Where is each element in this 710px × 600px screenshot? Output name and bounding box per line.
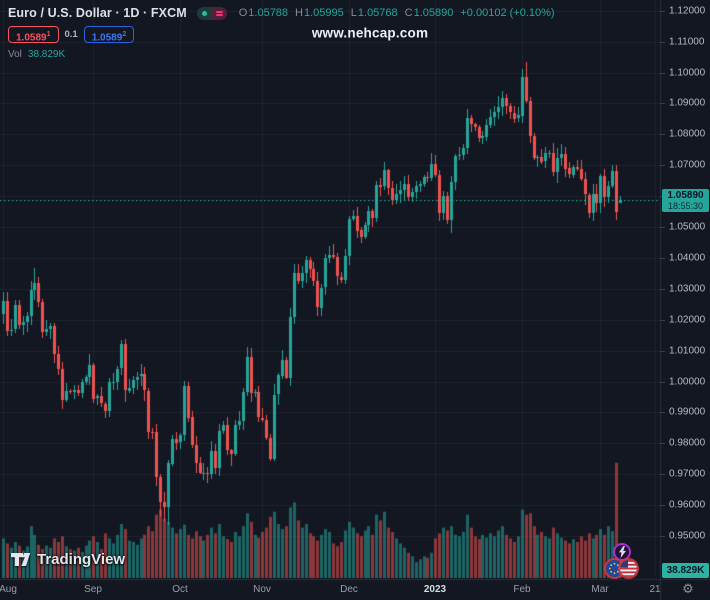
price-axis[interactable]: 1.12000 1.11000 1.10000 1.09000 1.08000 1.070…: [660, 0, 710, 578]
price-tick-label: 1.09000: [669, 97, 706, 109]
tradingview-logo[interactable]: TradingView: [10, 551, 125, 568]
price-tick-label: 1.03000: [669, 283, 706, 295]
price-tick-label: 0.95000: [669, 530, 706, 542]
price-tick-mark: [660, 505, 665, 506]
us-flag-icon: [620, 560, 637, 577]
volume-legend-row: Vol 38.829K: [8, 47, 555, 61]
open-value: 1.05788: [248, 7, 289, 19]
price-tick-mark: [660, 103, 665, 104]
spread-value: 0.1: [64, 28, 78, 40]
price-tick-label: 1.08000: [669, 128, 706, 140]
close-value: 1.05890: [413, 7, 454, 19]
high-value: 1.05995: [304, 7, 344, 19]
price-tick-mark: [660, 165, 665, 166]
price-tick-mark: [660, 258, 665, 259]
price-tick-mark: [660, 73, 665, 74]
open-label: O: [238, 7, 248, 19]
price-tick-mark: [660, 42, 665, 43]
time-tick-label-feb: Feb: [513, 584, 531, 595]
time-tick-label-mar: Mar: [591, 584, 609, 595]
price-tick-mark: [660, 320, 665, 321]
price-tick-mark: [660, 536, 665, 537]
bid-ask-row: 1.05891 0.1 1.05892: [8, 25, 555, 43]
volume-value: 38.829K: [27, 48, 66, 60]
price-tick-label: 1.10000: [669, 67, 706, 78]
pink-menu-icon: [211, 6, 227, 20]
legend-row-title: Euro / U.S. Dollar · 1D · FXCM O 1.05788 …: [8, 4, 555, 22]
gear-icon[interactable]: ⚙: [682, 582, 694, 597]
currency-pair-logos: [606, 560, 640, 578]
last-price-badge: 1.05890 18:55:30: [662, 189, 709, 212]
bar-countdown: 18:55:30: [667, 200, 704, 211]
time-tick-label-sep: Sep: [84, 584, 102, 595]
price-tick-mark: [660, 227, 665, 228]
volume-label: Vol: [8, 48, 22, 60]
time-tick-label-21: 21: [649, 584, 661, 595]
volume-axis-badge: 38.829K: [662, 563, 709, 578]
high-label: H: [295, 7, 303, 19]
price-tick-label: 1.02000: [669, 314, 706, 326]
price-tick-mark: [660, 443, 665, 444]
time-axis[interactable]: Aug Sep Oct Nov Dec 2023 Feb Mar 21: [0, 580, 710, 600]
market-open-dot-icon: [196, 6, 212, 20]
close-label: C: [404, 7, 413, 19]
watermark-text: www.nehcap.com: [311, 25, 429, 41]
chart-legend: Euro / U.S. Dollar · 1D · FXCM O 1.05788 …: [8, 4, 555, 61]
symbol-title[interactable]: Euro / U.S. Dollar · 1D · FXCM: [8, 6, 187, 20]
low-value: 1.05768: [357, 7, 398, 19]
price-tick-mark: [660, 382, 665, 383]
boost-lightning-icon[interactable]: [613, 543, 631, 561]
price-tick-label: 1.01000: [669, 345, 706, 357]
eu-flag-icon: [606, 560, 623, 577]
price-tick-mark: [660, 474, 665, 475]
last-price-value: 1.05890: [667, 189, 704, 201]
sell-button[interactable]: 1.05891: [8, 25, 59, 43]
time-tick-label-2023: 2023: [423, 584, 447, 595]
time-tick-label-oct: Oct: [172, 584, 188, 595]
time-tick-label-aug: Aug: [0, 584, 17, 595]
low-label: L: [350, 7, 357, 19]
tradingview-logo-icon: [11, 553, 31, 566]
change-value: +0.00102 (+0.10%): [460, 7, 555, 19]
price-tick-mark: [660, 289, 665, 290]
price-tick-label: 1.07000: [669, 159, 706, 171]
legend-visibility-toggle[interactable]: [196, 6, 227, 20]
buy-button[interactable]: 1.05892: [83, 25, 135, 43]
price-tick-label: 0.98000: [669, 437, 706, 449]
price-tick-label: 1.00000: [669, 376, 706, 387]
price-tick-label: 0.99000: [669, 406, 706, 418]
price-tick-mark: [660, 134, 665, 135]
price-tick-label: 1.11000: [669, 36, 705, 48]
price-tick-mark: [660, 351, 665, 352]
price-tick-label: 0.96000: [669, 499, 706, 511]
price-tick-label: 0.97000: [669, 468, 706, 480]
price-tick-label: 1.12000: [669, 5, 706, 17]
tradingview-logo-text: TradingView: [37, 551, 126, 568]
price-tick-mark: [660, 412, 665, 413]
price-tick-label: 1.05000: [669, 221, 706, 233]
time-tick-label-dec: Dec: [340, 584, 358, 595]
ohlc-values: O 1.05788 H 1.05995 L 1.05768 C 1.05890 +0.0…: [239, 7, 555, 19]
time-tick-label-nov: Nov: [253, 584, 271, 595]
price-tick-label: 1.04000: [669, 252, 706, 264]
price-tick-mark: [660, 11, 665, 12]
lightning-bolt-icon: [618, 546, 626, 558]
